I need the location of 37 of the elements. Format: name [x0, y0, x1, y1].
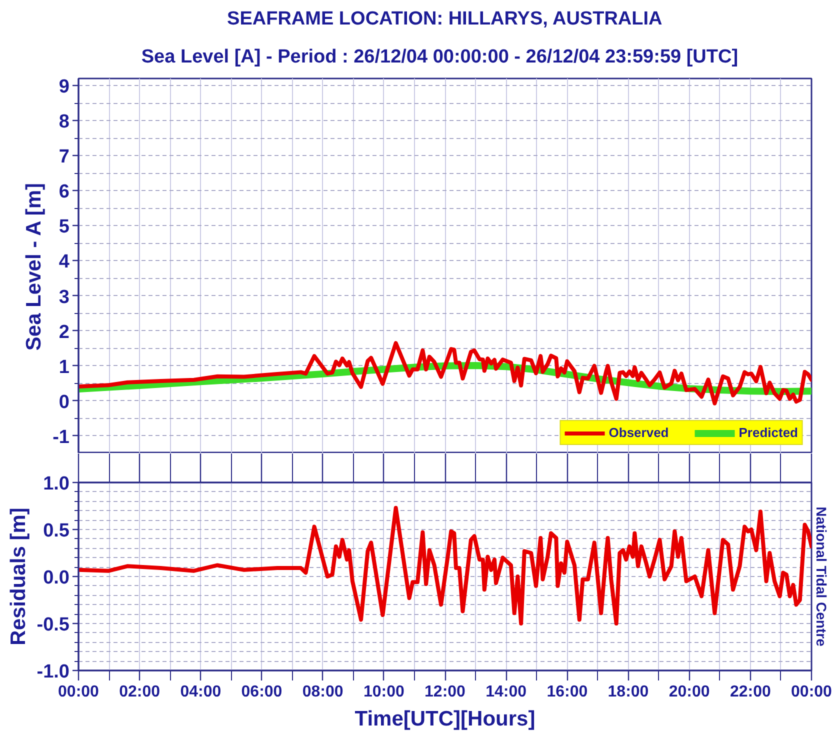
x-tick-label: 16:00 [546, 684, 588, 700]
x-tick-label: 20:00 [668, 684, 710, 700]
x-tick-label: 12:00 [424, 684, 466, 700]
y-tick-label: 3 [58, 286, 70, 308]
y-tick-label: 0.5 [43, 520, 70, 542]
y-tick-label: 2 [58, 322, 70, 343]
y-tick-label: 1 [58, 356, 70, 378]
x-axis-title: Time[UTC][Hours] [354, 708, 536, 730]
y-tick-label: -0.5 [36, 614, 70, 636]
y-tick-label: 1.0 [43, 474, 70, 494]
y-tick-label: 0 [58, 392, 70, 413]
x-tick-label: 00:00 [791, 684, 832, 700]
chart-title: SEAFRAME LOCATION: HILLARYS, AUSTRALIA [227, 8, 663, 30]
y-tick-label: 9 [58, 76, 70, 98]
y-tick-label: 7 [58, 146, 70, 168]
chart-subtitle: Sea Level [A] - Period : 26/12/04 00:00:00 - 26/12/04 23:59:59 [UTC] [141, 46, 738, 68]
y-axis-title: Sea Level - A [m] [22, 182, 46, 351]
text: National Tidal Centre [814, 506, 830, 647]
y-axis-title: Residuals [m] [6, 508, 30, 646]
x-tick-label: 06:00 [241, 684, 282, 700]
y-tick-label: -1.0 [36, 662, 70, 682]
x-tick-label: 18:00 [608, 684, 649, 700]
y-tick-label: 8 [58, 112, 70, 133]
x-tick-label: 02:00 [119, 684, 160, 700]
y-tick-label: -1 [52, 426, 70, 448]
x-tick-label: 08:00 [302, 684, 344, 700]
x-tick-label: 10:00 [363, 684, 404, 700]
legend-label: Predicted [738, 425, 798, 440]
x-tick-label: 00:00 [58, 684, 100, 700]
y-tick-label: 6 [58, 182, 70, 203]
x-tick-label: 22:00 [730, 684, 771, 700]
y-tick-label: 4 [58, 252, 70, 273]
y-tick-label: 5 [58, 216, 70, 238]
x-tick-label: 04:00 [180, 684, 222, 700]
legend-label: Observed [608, 425, 669, 440]
x-tick-label: 14:00 [486, 684, 527, 700]
y-tick-label: 0.0 [43, 568, 70, 588]
